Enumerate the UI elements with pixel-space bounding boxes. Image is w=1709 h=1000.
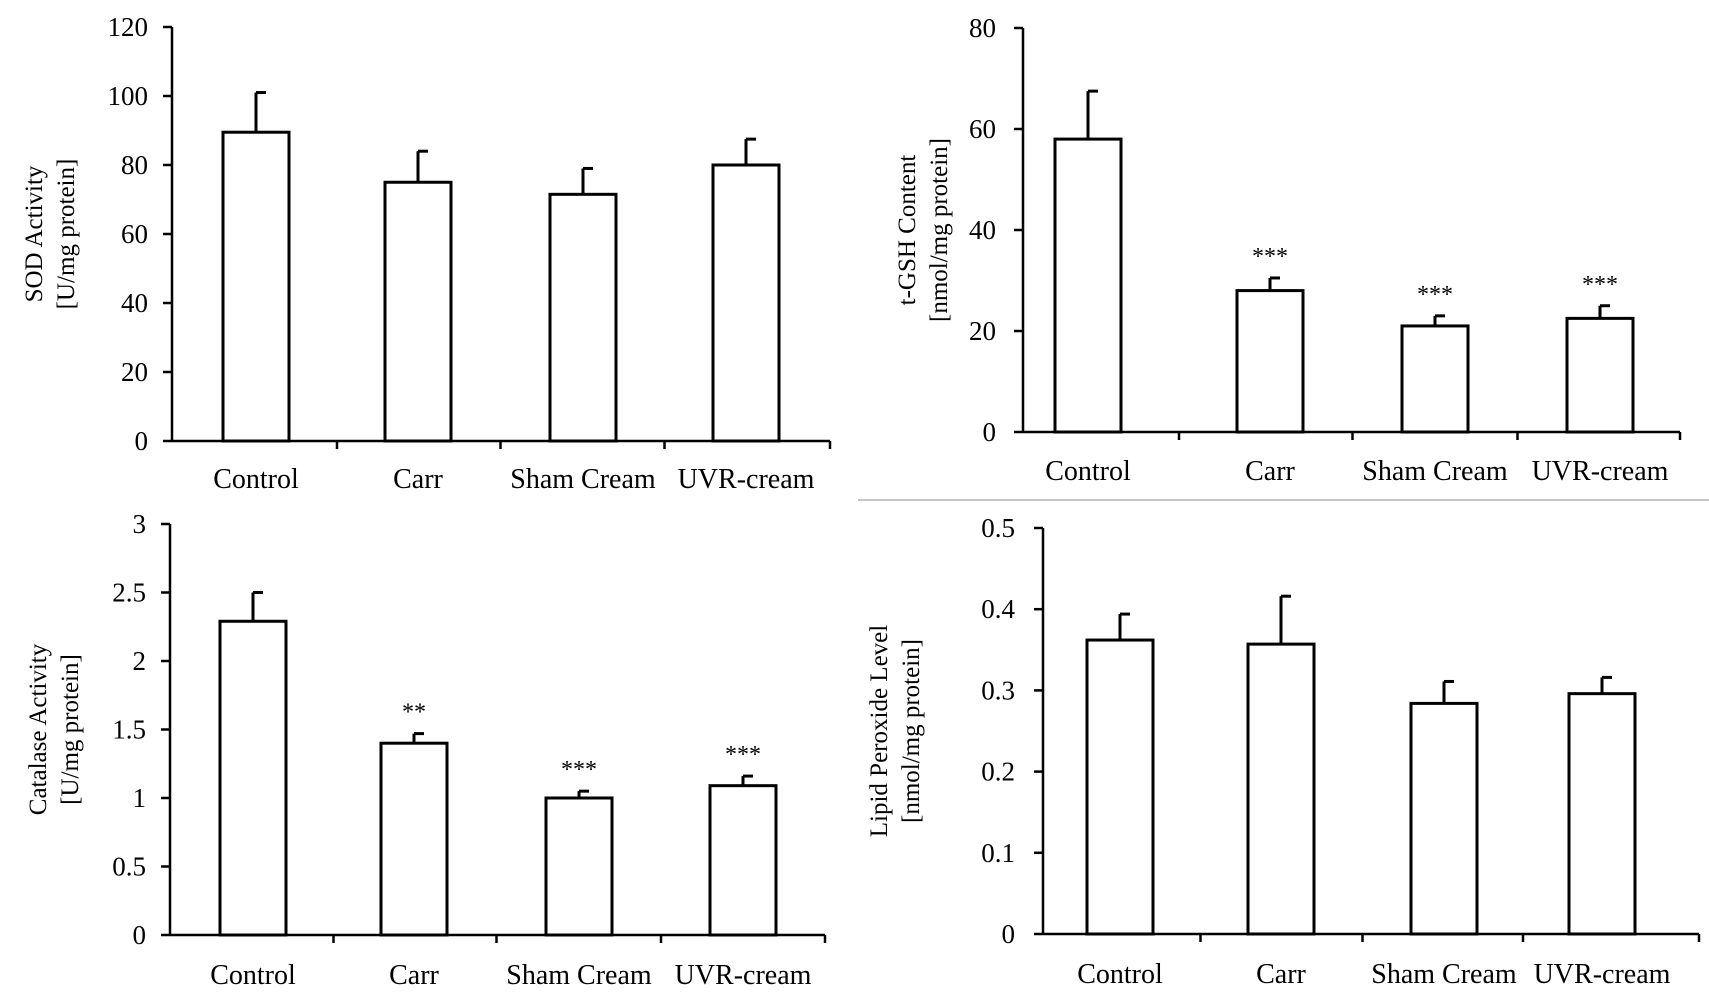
category-label: UVR-cream [678, 464, 815, 495]
y-axis-label: [U/mg protein] [57, 654, 84, 805]
bar [711, 163, 781, 443]
y-tick-label: 2 [133, 646, 147, 676]
y-axis-label: [nmol/mg protein] [926, 138, 953, 322]
y-tick-label: 0.5 [981, 513, 1015, 543]
y-tick-label: 0.3 [981, 675, 1015, 705]
category-label: Control [213, 464, 299, 495]
y-tick-label: 3 [133, 509, 147, 539]
significance-label: *** [1582, 272, 1618, 298]
bar [1400, 324, 1470, 434]
bar [1409, 701, 1479, 936]
y-tick-label: 0.5 [112, 852, 146, 882]
y-tick-label: 0 [983, 417, 997, 447]
category-label: UVR-cream [1534, 959, 1671, 990]
y-tick-label: 80 [121, 150, 148, 180]
bar [1565, 316, 1635, 434]
chart-panel-3: 0 0.5 1 1.5 2 2.5 3 Control Carr ** Sham Cream *** U… [25, 509, 827, 991]
significance-label: *** [561, 757, 597, 783]
y-axis-label: SOD Activity [21, 165, 48, 302]
bar [221, 130, 291, 443]
bar [1053, 137, 1123, 434]
category-label: Sham Cream [1362, 456, 1508, 487]
y-tick-label: 60 [969, 114, 996, 144]
bar [218, 619, 288, 937]
chart-panel-2: 0 20 40 60 80 Control Carr *** Sham Cream *** UVR-… [894, 13, 1682, 487]
y-tick-label: 0.4 [981, 594, 1015, 624]
y-tick-label: 40 [969, 215, 996, 245]
y-tick-label: 0 [135, 426, 149, 456]
y-axis-label: Lipid Peroxide Level [866, 625, 893, 837]
category-label: Sham Cream [510, 464, 656, 495]
category-label: UVR-cream [1532, 456, 1669, 487]
bar [383, 180, 453, 443]
y-tick-label: 80 [969, 13, 996, 43]
category-label: UVR-cream [675, 960, 812, 991]
chart-panel-4: 0 0.1 0.2 0.3 0.4 0.5 Control Carr Sham Cream UVR… [866, 513, 1701, 990]
y-tick-label: 1 [133, 783, 147, 813]
y-tick-label: 1.5 [112, 715, 146, 745]
y-axis-label: t-GSH Content [894, 155, 921, 306]
y-tick-label: 2.5 [112, 578, 146, 608]
category-label: Carr [389, 960, 439, 991]
category-label: Sham Cream [1371, 959, 1517, 990]
category-label: Control [1077, 959, 1163, 990]
y-axis-label: [nmol/mg protein] [898, 639, 925, 823]
significance-label: *** [1252, 244, 1288, 270]
category-label: Sham Cream [506, 960, 652, 991]
y-tick-label: 40 [121, 288, 148, 318]
chart-panel-1: 0 20 40 60 80 100 120 Control Carr Sham Cream UVR-… [21, 12, 832, 495]
bar [1567, 692, 1637, 936]
category-label: Control [1045, 456, 1131, 487]
y-tick-label: 0.1 [981, 838, 1015, 868]
y-tick-label: 0 [1002, 919, 1016, 949]
bar [708, 784, 778, 937]
y-tick-label: 100 [108, 81, 149, 111]
y-tick-label: 20 [121, 357, 148, 387]
significance-label: *** [725, 742, 761, 768]
y-axis-label: Catalase Activity [25, 643, 52, 815]
y-axis-label: [U/mg protein] [53, 159, 80, 310]
y-tick-label: 20 [969, 316, 996, 346]
bar [548, 192, 618, 443]
y-tick-label: 60 [121, 219, 148, 249]
category-label: Carr [1256, 959, 1306, 990]
y-tick-label: 120 [108, 12, 149, 42]
bar [379, 741, 449, 937]
category-label: Control [210, 960, 296, 991]
y-tick-label: 0 [133, 920, 147, 950]
significance-label: ** [402, 700, 426, 726]
significance-label: *** [1417, 282, 1453, 308]
bar [1235, 289, 1305, 434]
category-label: Carr [393, 464, 443, 495]
category-label: Carr [1245, 456, 1295, 487]
bar [1085, 638, 1155, 936]
y-tick-label: 0.2 [981, 757, 1015, 787]
bar [544, 796, 614, 937]
bar [1246, 642, 1316, 936]
